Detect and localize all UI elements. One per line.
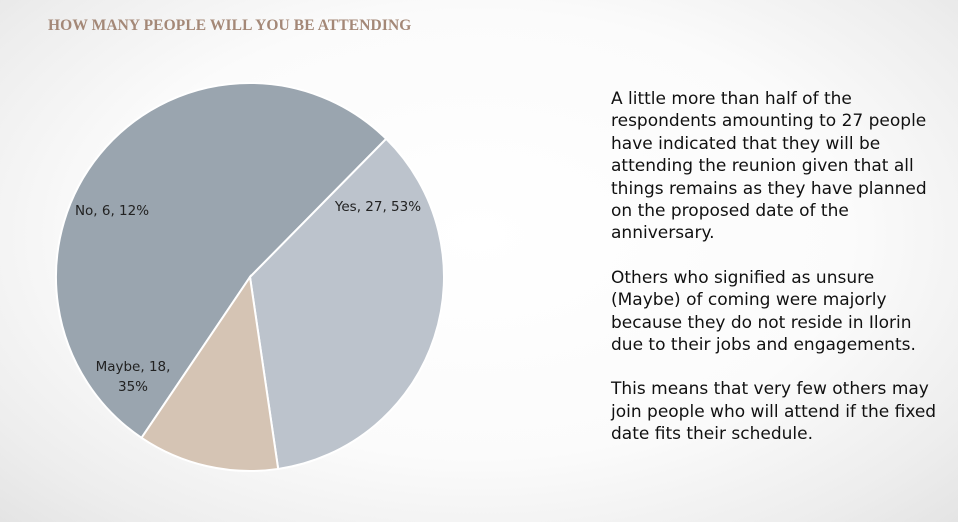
data-label-maybe: Maybe, 18, 35%: [96, 359, 171, 395]
data-label-no: No, 6, 12%: [75, 203, 149, 219]
pie-slice-yes: [55, 81, 388, 440]
description-paragraph-2: Others who signified as unsure (Maybe) o…: [611, 267, 916, 356]
data-label-yes: Yes, 27, 53%: [334, 199, 421, 215]
description-text: A little more than half of the responden…: [611, 88, 941, 468]
pie-slice-maybe: [248, 137, 445, 471]
slide-title: HOW MANY PEOPLE WILL YOU BE ATTENDING: [48, 17, 412, 34]
pie-slice-no: [140, 274, 280, 472]
description-paragraph-1: A little more than half of the responden…: [611, 89, 927, 244]
description-paragraph-3: This means that very few others may join…: [611, 379, 937, 445]
